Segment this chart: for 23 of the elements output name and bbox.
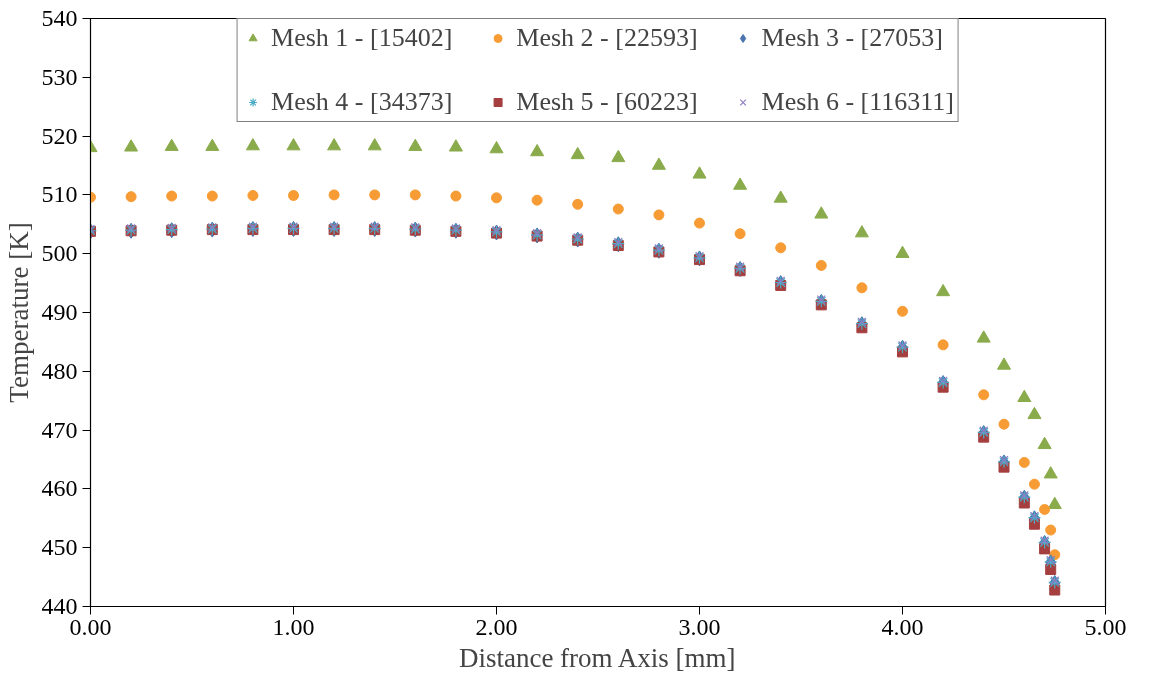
x-tick-label: 4.00 [881,613,924,640]
x-tick-label: 5.00 [1084,613,1127,640]
y-tick-label: 490 [41,299,78,325]
legend-label: Mesh 3 - [27053] [761,23,943,53]
legend-label: Mesh 5 - [60223] [516,87,698,117]
y-tick-label: 450 [41,534,78,561]
x-axis-title: Distance from Axis [mm] [458,642,736,673]
x-tick-label: 1.00 [272,613,315,640]
y-tick-label: 520 [41,122,78,149]
legend-label: Mesh 6 - [116311] [761,87,954,117]
legend-label: Mesh 1 - [15402] [271,23,453,53]
y-tick-label: 470 [41,416,78,443]
x-tick-label: 3.00 [678,613,721,640]
x-tick-label: 2.00 [475,613,518,640]
legend-label: Mesh 4 - [34373] [271,87,453,117]
y-tick-label: 540 [41,5,78,31]
y-tick-label: 500 [41,240,78,267]
legend-label: Mesh 2 - [22593] [516,23,698,53]
y-tick-label: 510 [41,181,78,208]
y-tick-label: 480 [41,357,78,384]
y-tick-label: 530 [41,63,78,90]
y-axis-title: Temperature [K] [3,222,34,403]
y-tick-label: 460 [41,475,78,502]
